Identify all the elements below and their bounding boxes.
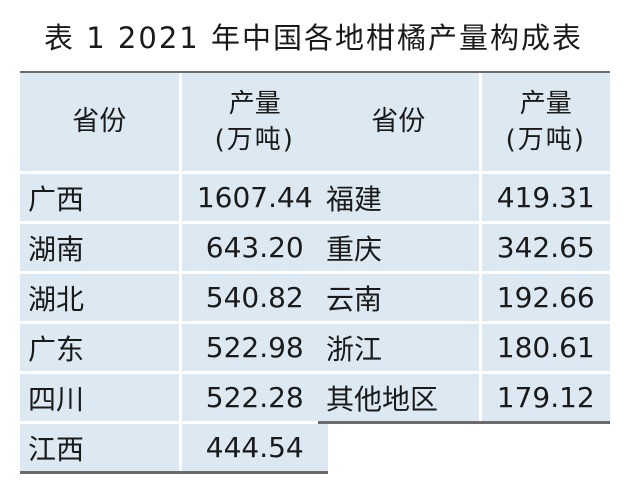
province-cell: 其他地区 [318, 372, 480, 424]
province-cell: 湖南 [20, 222, 180, 274]
table-row: 重庆 342.65 [318, 222, 610, 274]
output-cell: 180.61 [478, 322, 610, 374]
table-header-row: 省份 产量 (万吨) [318, 73, 610, 174]
table-row: 湖南 643.20 [20, 222, 328, 274]
header-output-unit: (万吨) [214, 125, 295, 155]
output-cell: 1607.44 [178, 172, 328, 224]
table-right: 省份 产量 (万吨) 福建 419.31 重庆 342.65 云南 192.66… [318, 73, 610, 424]
table-top-rule [20, 71, 610, 73]
table-row: 浙江 180.61 [318, 322, 610, 374]
output-cell: 419.31 [478, 172, 610, 224]
province-cell: 重庆 [318, 222, 480, 274]
table-row: 湖北 540.82 [20, 272, 328, 324]
table-row: 福建 419.31 [318, 172, 610, 224]
province-cell: 江西 [20, 422, 180, 474]
output-cell: 540.82 [178, 272, 328, 324]
header-output-label: 产量 [228, 89, 281, 119]
output-cell: 342.65 [478, 222, 610, 274]
header-output-label: 产量 [519, 89, 572, 119]
province-cell: 云南 [318, 272, 480, 324]
header-province: 省份 [20, 73, 180, 174]
province-cell: 广西 [20, 172, 180, 224]
output-cell: 643.20 [178, 222, 328, 274]
table-header-row: 省份 产量 (万吨) [20, 73, 328, 174]
table-row: 云南 192.66 [318, 272, 610, 324]
output-cell: 192.66 [478, 272, 610, 324]
output-cell: 522.98 [178, 322, 328, 374]
header-province: 省份 [318, 73, 480, 174]
table-row: 广东 522.98 [20, 322, 328, 374]
table-row: 其他地区 179.12 [318, 372, 610, 424]
table-row: 四川 522.28 [20, 372, 328, 424]
output-cell: 179.12 [478, 372, 610, 424]
province-cell: 福建 [318, 172, 480, 224]
province-cell: 广东 [20, 322, 180, 374]
province-cell: 浙江 [318, 322, 480, 374]
province-cell: 湖北 [20, 272, 180, 324]
header-output: 产量 (万吨) [478, 73, 610, 174]
output-cell: 522.28 [178, 372, 328, 424]
table-row: 广西 1607.44 [20, 172, 328, 224]
output-cell: 444.54 [178, 422, 328, 474]
table-left: 省份 产量 (万吨) 广西 1607.44 湖南 643.20 湖北 540.8… [20, 73, 328, 474]
header-output: 产量 (万吨) [178, 73, 328, 174]
table-row: 江西 444.54 [20, 422, 328, 474]
province-cell: 四川 [20, 372, 180, 424]
header-output-unit: (万吨) [505, 125, 586, 155]
table-title: 表 1 2021 年中国各地柑橘产量构成表 [44, 21, 583, 55]
